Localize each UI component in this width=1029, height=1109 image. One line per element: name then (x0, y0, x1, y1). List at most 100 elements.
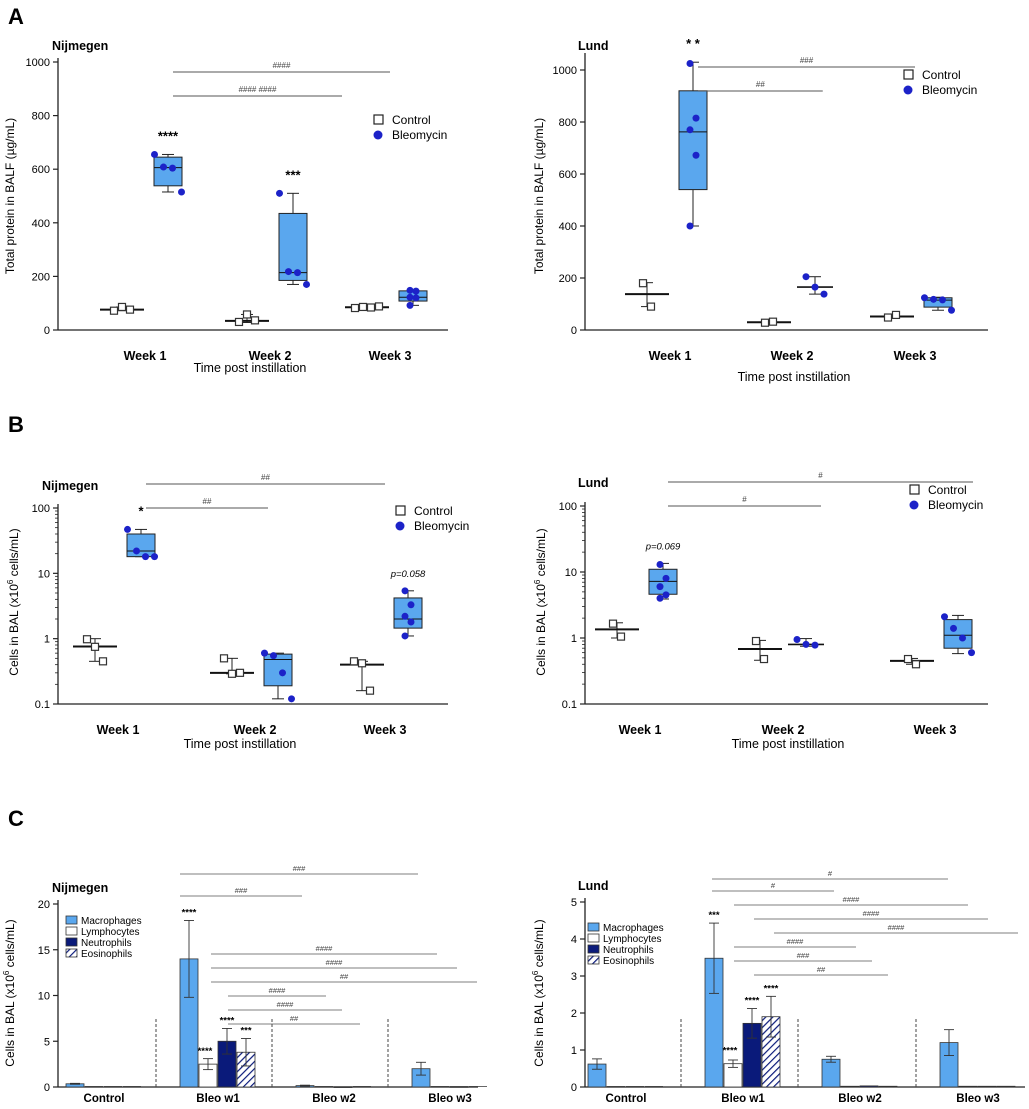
x-tick-label: Week 1 (619, 723, 662, 737)
bleomycin-box (678, 90, 708, 191)
legend-marker-neutrophils (65, 937, 78, 947)
legend-marker-neutrophils (587, 944, 600, 954)
legend-control-label: Control (414, 504, 453, 518)
control-point (365, 686, 375, 695)
control-point (349, 657, 359, 666)
significance-annotation: p=0.069 (645, 541, 681, 552)
y-tick-label: 10 (38, 991, 50, 1003)
significance-annotation: *** (285, 167, 301, 182)
bleomycin-point (401, 632, 409, 640)
control-point (903, 654, 913, 664)
y-tick-label: 1 (571, 633, 577, 645)
panel-label-b: B (8, 412, 24, 437)
bleomycin-point (950, 624, 957, 632)
bleomycin-point (178, 188, 185, 196)
chart-title: Nijmegen (52, 881, 108, 895)
legend-marker-eosinophils (587, 955, 600, 965)
y-axis-title-main: Cells in BAL (x10 (3, 975, 17, 1067)
significance-annotation: * * (686, 36, 701, 51)
bleomycin-point (802, 273, 810, 281)
bleomycin-point (930, 295, 937, 303)
bleomycin-point (151, 553, 158, 561)
bar-lymphocytes (958, 1085, 978, 1088)
significance-line-label: # (771, 881, 776, 890)
significance-bar-label: ## (756, 80, 765, 89)
y-tick-label: 600 (32, 164, 50, 176)
significance-line-label: ### (235, 886, 248, 895)
legend-label-eosinophils: Eosinophils (603, 956, 654, 967)
significance-annotation: **** (158, 128, 179, 143)
significance-bar-label: # (742, 495, 747, 504)
bar-neutrophils (859, 1085, 879, 1088)
bleomycin-point (406, 301, 414, 309)
y-axis-title-end: cells/mL) (7, 528, 21, 579)
y-tick-label: 3 (571, 971, 577, 983)
control-point (374, 302, 384, 311)
y-axis-title: Cells in BAL (x106 cells/mL) (2, 919, 17, 1066)
significance-line-label: #### (787, 937, 805, 946)
legend-bleomycin-marker (909, 500, 919, 510)
control-point (366, 303, 376, 312)
legend-marker-macrophages (587, 922, 600, 932)
control-point (125, 305, 135, 314)
bleomycin-point (692, 114, 700, 122)
significance-line-label: ### (293, 864, 306, 873)
x-tick-label: Week 2 (234, 723, 277, 737)
bleomycin-point (686, 126, 694, 134)
chart-title: Lund (578, 879, 609, 893)
bleomycin-point (294, 269, 301, 277)
bar-macrophages (821, 1058, 841, 1088)
y-axis-title-superscript: 6 (6, 579, 15, 584)
legend-bleomycin-marker (903, 85, 913, 95)
bleomycin-point (686, 222, 694, 230)
significance-annotation: **** (764, 983, 779, 994)
y-tick-label: 0 (571, 1082, 577, 1094)
significance-bar-label: #### (273, 61, 291, 70)
x-tick-label: Week 1 (124, 349, 167, 363)
significance-line-label: ## (340, 972, 349, 981)
significance-annotation: **** (745, 996, 760, 1007)
bleomycin-point (921, 294, 928, 302)
x-tick-label: Week 1 (649, 349, 692, 363)
control-point (911, 660, 921, 669)
bleomycin-point (288, 695, 295, 703)
legend-bleomycin-marker (395, 521, 405, 531)
bar-eosinophils (878, 1085, 898, 1088)
x-tick-label: Week 3 (894, 349, 937, 363)
significance-bar-label: ## (261, 473, 270, 482)
significance-bar-label: # (818, 471, 823, 480)
legend-label-lymphocytes: Lymphocytes (81, 927, 140, 938)
y-tick-label: 100 (559, 501, 577, 513)
bar-neutrophils (977, 1085, 997, 1088)
significance-annotation: **** (198, 1046, 213, 1057)
legend-control-label: Control (922, 68, 961, 82)
significance-bar-label: ### (800, 56, 814, 65)
legend-bleomycin-label: Bleomycin (922, 83, 977, 97)
y-tick-label: 0.1 (35, 699, 50, 711)
bleomycin-point (692, 151, 700, 159)
bleomycin-point (968, 649, 975, 657)
bleomycin-point (811, 283, 819, 291)
bleomycin-point (811, 641, 819, 649)
x-tick-label: Week 3 (369, 349, 412, 363)
legend-control-marker (373, 114, 384, 125)
legend-bleomycin-marker (373, 130, 383, 140)
significance-annotation: *** (708, 910, 719, 921)
x-tick-label: Week 2 (771, 349, 814, 363)
y-axis-title-superscript: 6 (2, 970, 11, 975)
panel-label-c: C (8, 806, 24, 831)
y-axis-title-main: Cells in BAL (x10 (534, 584, 548, 676)
bleomycin-point (151, 150, 158, 158)
bleomycin-point (303, 280, 310, 288)
y-axis-title: Cells in BAL (x106 cells/mL) (531, 919, 546, 1066)
y-tick-label: 10 (38, 568, 50, 580)
y-tick-label: 600 (559, 169, 577, 181)
x-axis-title: Time post instillation (194, 361, 307, 375)
bleomycin-point (959, 634, 966, 642)
control-point (883, 313, 893, 322)
x-tick-label: Week 2 (249, 349, 292, 363)
chart-title: Nijmegen (52, 39, 108, 53)
control-point (759, 654, 769, 664)
